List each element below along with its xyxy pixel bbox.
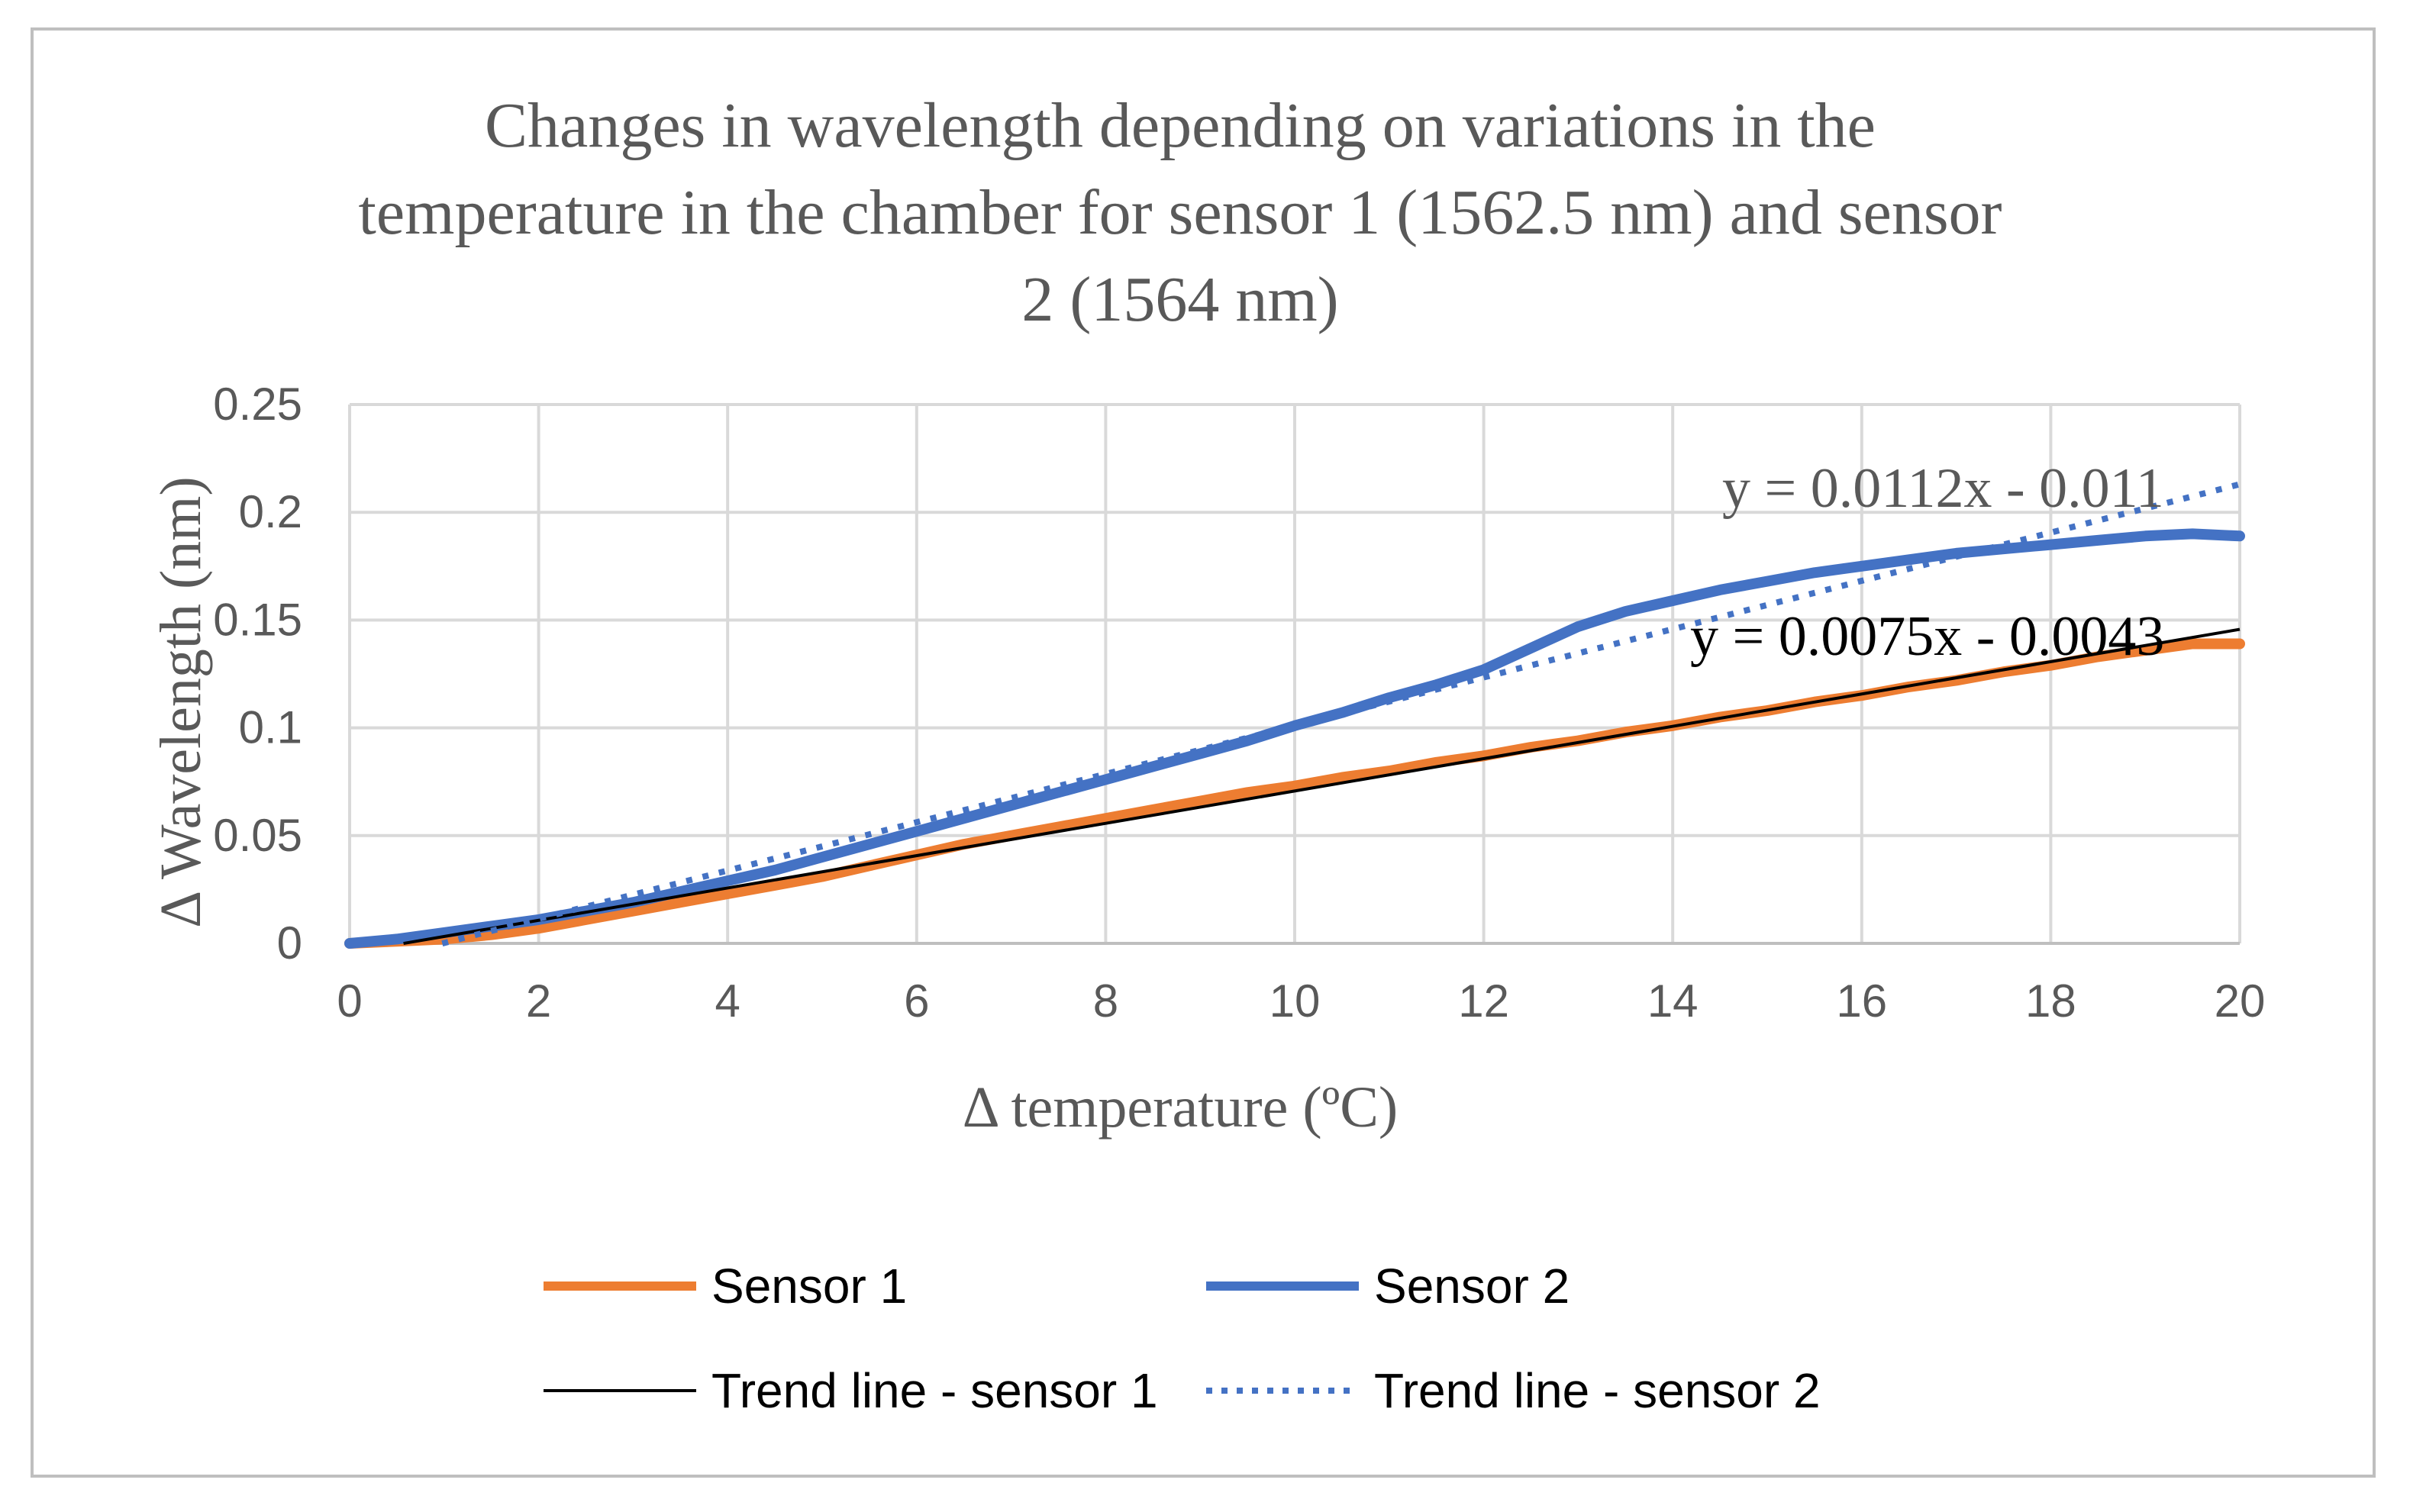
x-axis-title: Δ temperature (ºC) (963, 1075, 1398, 1140)
y-tick-label: 0.2 (239, 486, 302, 537)
legend-label-2: Sensor 2 (1374, 1259, 1570, 1314)
legend-label-1: Sensor 1 (711, 1259, 907, 1314)
legend-label-4: Trend line - sensor 2 (1374, 1363, 1821, 1418)
chart-title: Changes in wavelength depending on varia… (359, 90, 2002, 335)
x-tick-labels: 0 2 4 6 8 10 12 14 16 18 20 (337, 975, 2265, 1027)
x-tick-label: 2 (526, 975, 551, 1027)
chart-svg: Changes in wavelength depending on varia… (149, 90, 2265, 1418)
x-tick-label: 6 (904, 975, 929, 1027)
chart-title-line-1: Changes in wavelength depending on varia… (485, 90, 1876, 161)
x-tick-label: 0 (337, 975, 362, 1027)
gridlines (350, 403, 2241, 943)
trend-lines (403, 481, 2241, 946)
x-tick-label: 10 (1270, 975, 1321, 1027)
y-tick-label: 0 (277, 917, 302, 969)
trend-equation-sensor-1: y = 0.0075x - 0.0043 (1690, 605, 2164, 668)
chart-frame: Changes in wavelength depending on varia… (31, 27, 2376, 1478)
legend: Sensor 1 Sensor 2 Trend line - sensor 1 Tre… (544, 1259, 1821, 1418)
chart-title-line-2: temperature in the chamber for sensor 1 … (359, 177, 2002, 248)
y-axis-title: Δ Wavelength (nm) (149, 476, 213, 928)
x-tick-label: 20 (2215, 975, 2266, 1027)
x-tick-label: 14 (1647, 975, 1699, 1027)
y-tick-labels: 0 0.05 0.1 0.15 0.2 0.25 (213, 379, 302, 969)
trend-equation-sensor-2: y = 0.0112x - 0.011 (1722, 457, 2164, 520)
y-tick-label: 0.25 (213, 379, 302, 430)
chart-title-line-3: 2 (1564 nm) (1021, 264, 1338, 335)
x-tick-label: 8 (1093, 975, 1118, 1027)
y-tick-label: 0.1 (239, 702, 302, 753)
series-line-sensor-2 (344, 528, 2245, 949)
trend-equations: y = 0.0075x - 0.0043 y = 0.0112x - 0.011 (1690, 457, 2164, 668)
x-tick-label: 16 (1836, 975, 1887, 1027)
y-tick-label: 0.15 (213, 594, 302, 645)
x-tick-label: 4 (715, 975, 740, 1027)
legend-label-3: Trend line - sensor 1 (711, 1363, 1158, 1418)
x-tick-label: 18 (2025, 975, 2076, 1027)
x-tick-label: 12 (1458, 975, 1509, 1027)
trend-line-1 (403, 627, 2241, 946)
axes (348, 405, 2240, 945)
trend-line-2 (441, 481, 2241, 946)
y-tick-label: 0.05 (213, 810, 302, 861)
